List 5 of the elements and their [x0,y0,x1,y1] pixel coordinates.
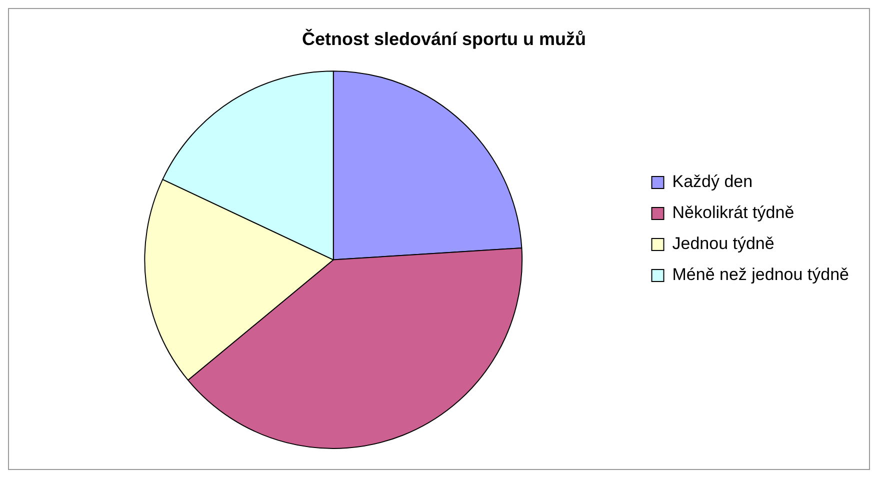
chart-title: Četnost sledování sportu u mužů [302,28,586,49]
legend-label: Méně než jednou týdně [672,265,850,284]
legend-label: Každý den [672,172,753,192]
legend-label: Jednou týdně [672,234,774,254]
legend-label: Několikrát týdně [672,203,794,222]
